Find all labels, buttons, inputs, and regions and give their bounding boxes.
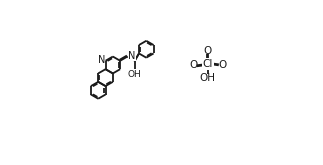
Text: N: N: [98, 55, 105, 66]
Text: O: O: [218, 60, 226, 70]
Text: O: O: [203, 46, 212, 56]
Text: N: N: [129, 51, 136, 61]
Text: Cl: Cl: [203, 59, 213, 69]
Text: OH: OH: [128, 70, 141, 80]
Text: O: O: [189, 60, 197, 70]
Text: OH: OH: [200, 73, 216, 83]
